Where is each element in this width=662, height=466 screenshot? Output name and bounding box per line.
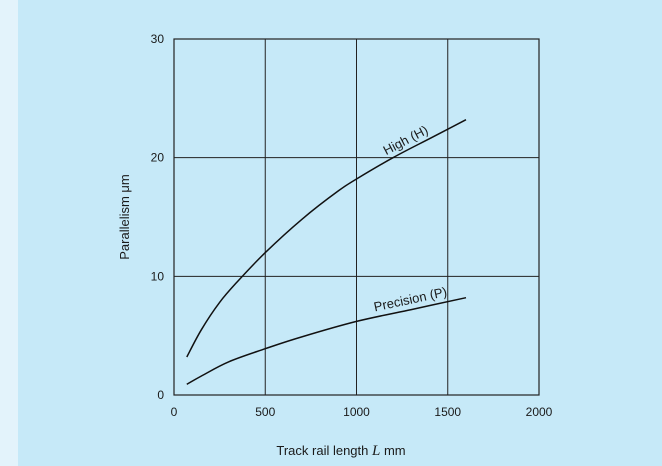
plot-frame xyxy=(173,38,540,396)
series-line-precision xyxy=(186,296,467,385)
y-axis-label: Parallelism μm xyxy=(117,174,132,260)
series-label-text: High (H) xyxy=(381,122,431,158)
series-line-high xyxy=(186,119,467,358)
x-axis-label-main: Track rail length xyxy=(276,443,372,458)
y-tick-label: 10 xyxy=(151,269,165,283)
series-label-high: High (H) xyxy=(381,122,431,158)
x-tick-label: 1000 xyxy=(343,405,370,419)
x-axis-label-var: L xyxy=(371,443,380,459)
y-tick-label: 30 xyxy=(151,32,165,46)
x-axis-label: Track rail length L mm xyxy=(276,443,405,459)
series-lines xyxy=(186,119,467,385)
y-tick-label: 0 xyxy=(157,388,164,402)
y-tick-label: 20 xyxy=(151,151,165,165)
x-axis-label-unit: mm xyxy=(380,443,405,458)
x-tick-label: 2000 xyxy=(526,405,553,419)
series-labels: High (H)Precision (P) xyxy=(372,122,448,314)
chart-panel xyxy=(18,0,662,466)
x-tick-label: 500 xyxy=(255,405,275,419)
x-tick-label: 1500 xyxy=(434,405,461,419)
tick-labels: 0 500 1000 1500 2000 0 10 20 30 xyxy=(151,32,553,419)
x-tick-label: 0 xyxy=(171,405,178,419)
grid xyxy=(174,39,539,395)
